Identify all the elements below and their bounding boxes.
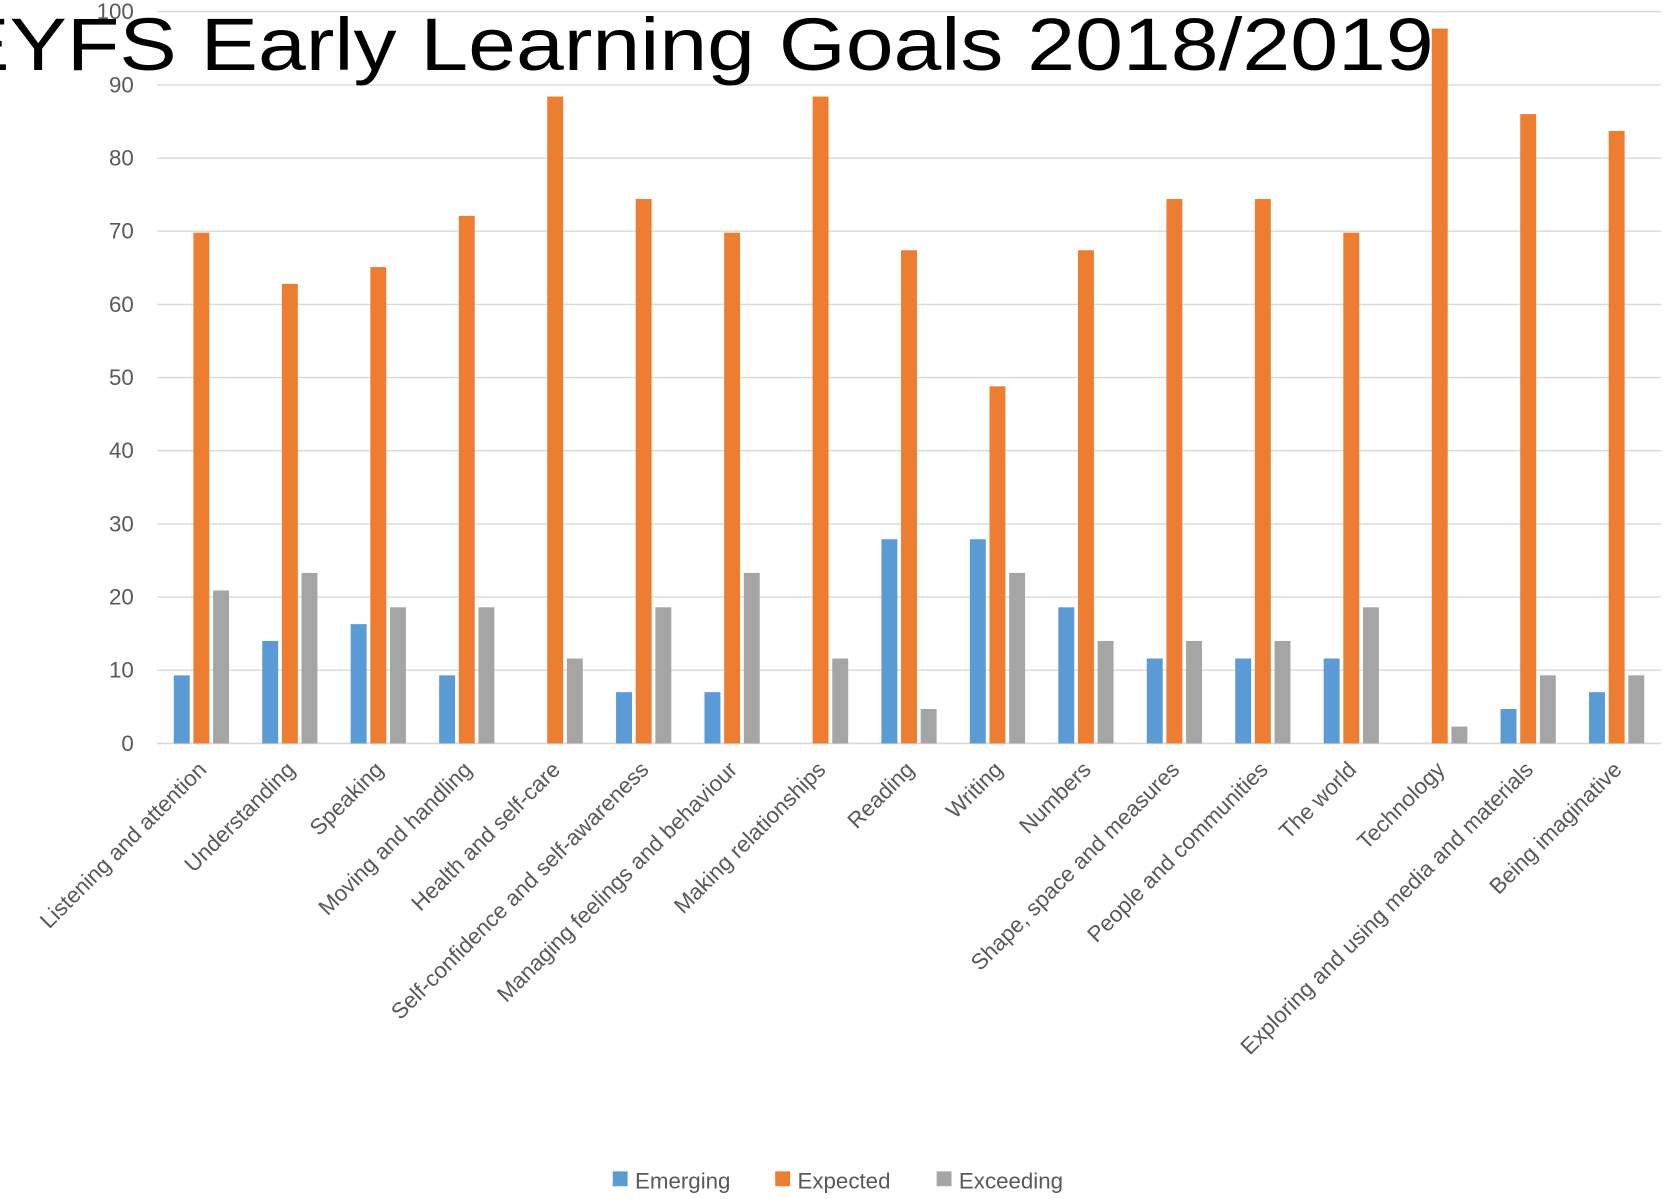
bar: [1058, 607, 1075, 744]
bar: [1166, 199, 1183, 744]
y-tick-label: 50: [109, 365, 134, 390]
bar: [389, 607, 406, 744]
bar: [812, 96, 829, 744]
legend-label: Emerging: [635, 1168, 730, 1193]
bar: [173, 675, 190, 744]
bar: [989, 386, 1006, 744]
bar: [969, 539, 986, 744]
x-tick-label: Moving and handling: [313, 757, 476, 920]
y-tick-label: 30: [109, 511, 134, 536]
x-tick-label: Reading: [843, 757, 919, 833]
bar: [1431, 28, 1448, 744]
chart-title: EYFS Early Learning Goals 2018/2019: [0, 3, 1434, 86]
y-tick-label: 40: [109, 438, 134, 463]
bar: [1077, 250, 1094, 744]
y-tick-label: 20: [109, 584, 134, 609]
y-tick-label: 70: [109, 219, 134, 244]
bar: [635, 199, 652, 744]
bar: [1235, 658, 1252, 744]
x-tick-label: Speaking: [305, 757, 388, 840]
y-tick-label: 80: [109, 145, 134, 170]
bar: [478, 607, 495, 744]
bar: [655, 607, 672, 744]
y-tick-label: 90: [109, 72, 134, 97]
bar: [1343, 232, 1360, 744]
bar: [301, 572, 318, 744]
bar: [1009, 572, 1026, 744]
x-tick-label: Listening and attention: [35, 757, 211, 933]
bar: [704, 692, 721, 744]
x-tick-label: People and communities: [1082, 757, 1272, 947]
bar: [1500, 709, 1517, 744]
bar: [743, 572, 760, 744]
bar: [262, 640, 279, 744]
legend-swatch: [775, 1171, 791, 1187]
bar: [547, 96, 564, 744]
y-tick-label: 60: [109, 292, 134, 317]
bar: [439, 675, 456, 744]
bar: [1362, 607, 1379, 744]
bar: [1323, 658, 1340, 744]
x-tick-label: The world: [1274, 757, 1361, 844]
legend-swatch: [936, 1171, 952, 1187]
legend-label: Expected: [798, 1168, 891, 1193]
bar: [566, 658, 583, 744]
y-tick-label: 10: [109, 658, 134, 683]
bar: [213, 590, 230, 744]
bar: [458, 215, 475, 744]
bar: [1186, 640, 1202, 744]
bar: [881, 539, 898, 744]
bar: [1608, 130, 1625, 744]
legend-label: Exceeding: [959, 1168, 1063, 1193]
bar: [920, 709, 937, 744]
bar: [1097, 640, 1114, 744]
bar: [1274, 640, 1291, 744]
x-tick-label: Numbers: [1014, 757, 1096, 839]
bar: [193, 232, 210, 744]
bar: [1451, 726, 1468, 744]
x-tick-label: Making relationships: [669, 757, 830, 918]
bar: [901, 250, 917, 744]
bar: [350, 624, 367, 744]
bar: [1628, 675, 1645, 744]
bar: [724, 232, 741, 744]
legend-swatch: [612, 1171, 628, 1187]
bar: [1520, 114, 1537, 744]
x-tick-label: Writing: [941, 757, 1007, 823]
bar: [1589, 692, 1605, 744]
bar: [1146, 658, 1163, 744]
bar: [281, 283, 298, 744]
x-tick-label: Technology: [1352, 756, 1450, 854]
y-tick-label: 100: [97, 0, 134, 24]
bar: [616, 692, 632, 744]
y-tick-label: 0: [121, 731, 133, 756]
x-tick-label: Health and self-care: [406, 757, 565, 916]
bar: [1254, 199, 1271, 744]
bar: [370, 267, 387, 744]
bar: [832, 658, 849, 744]
bar: [1539, 675, 1556, 744]
